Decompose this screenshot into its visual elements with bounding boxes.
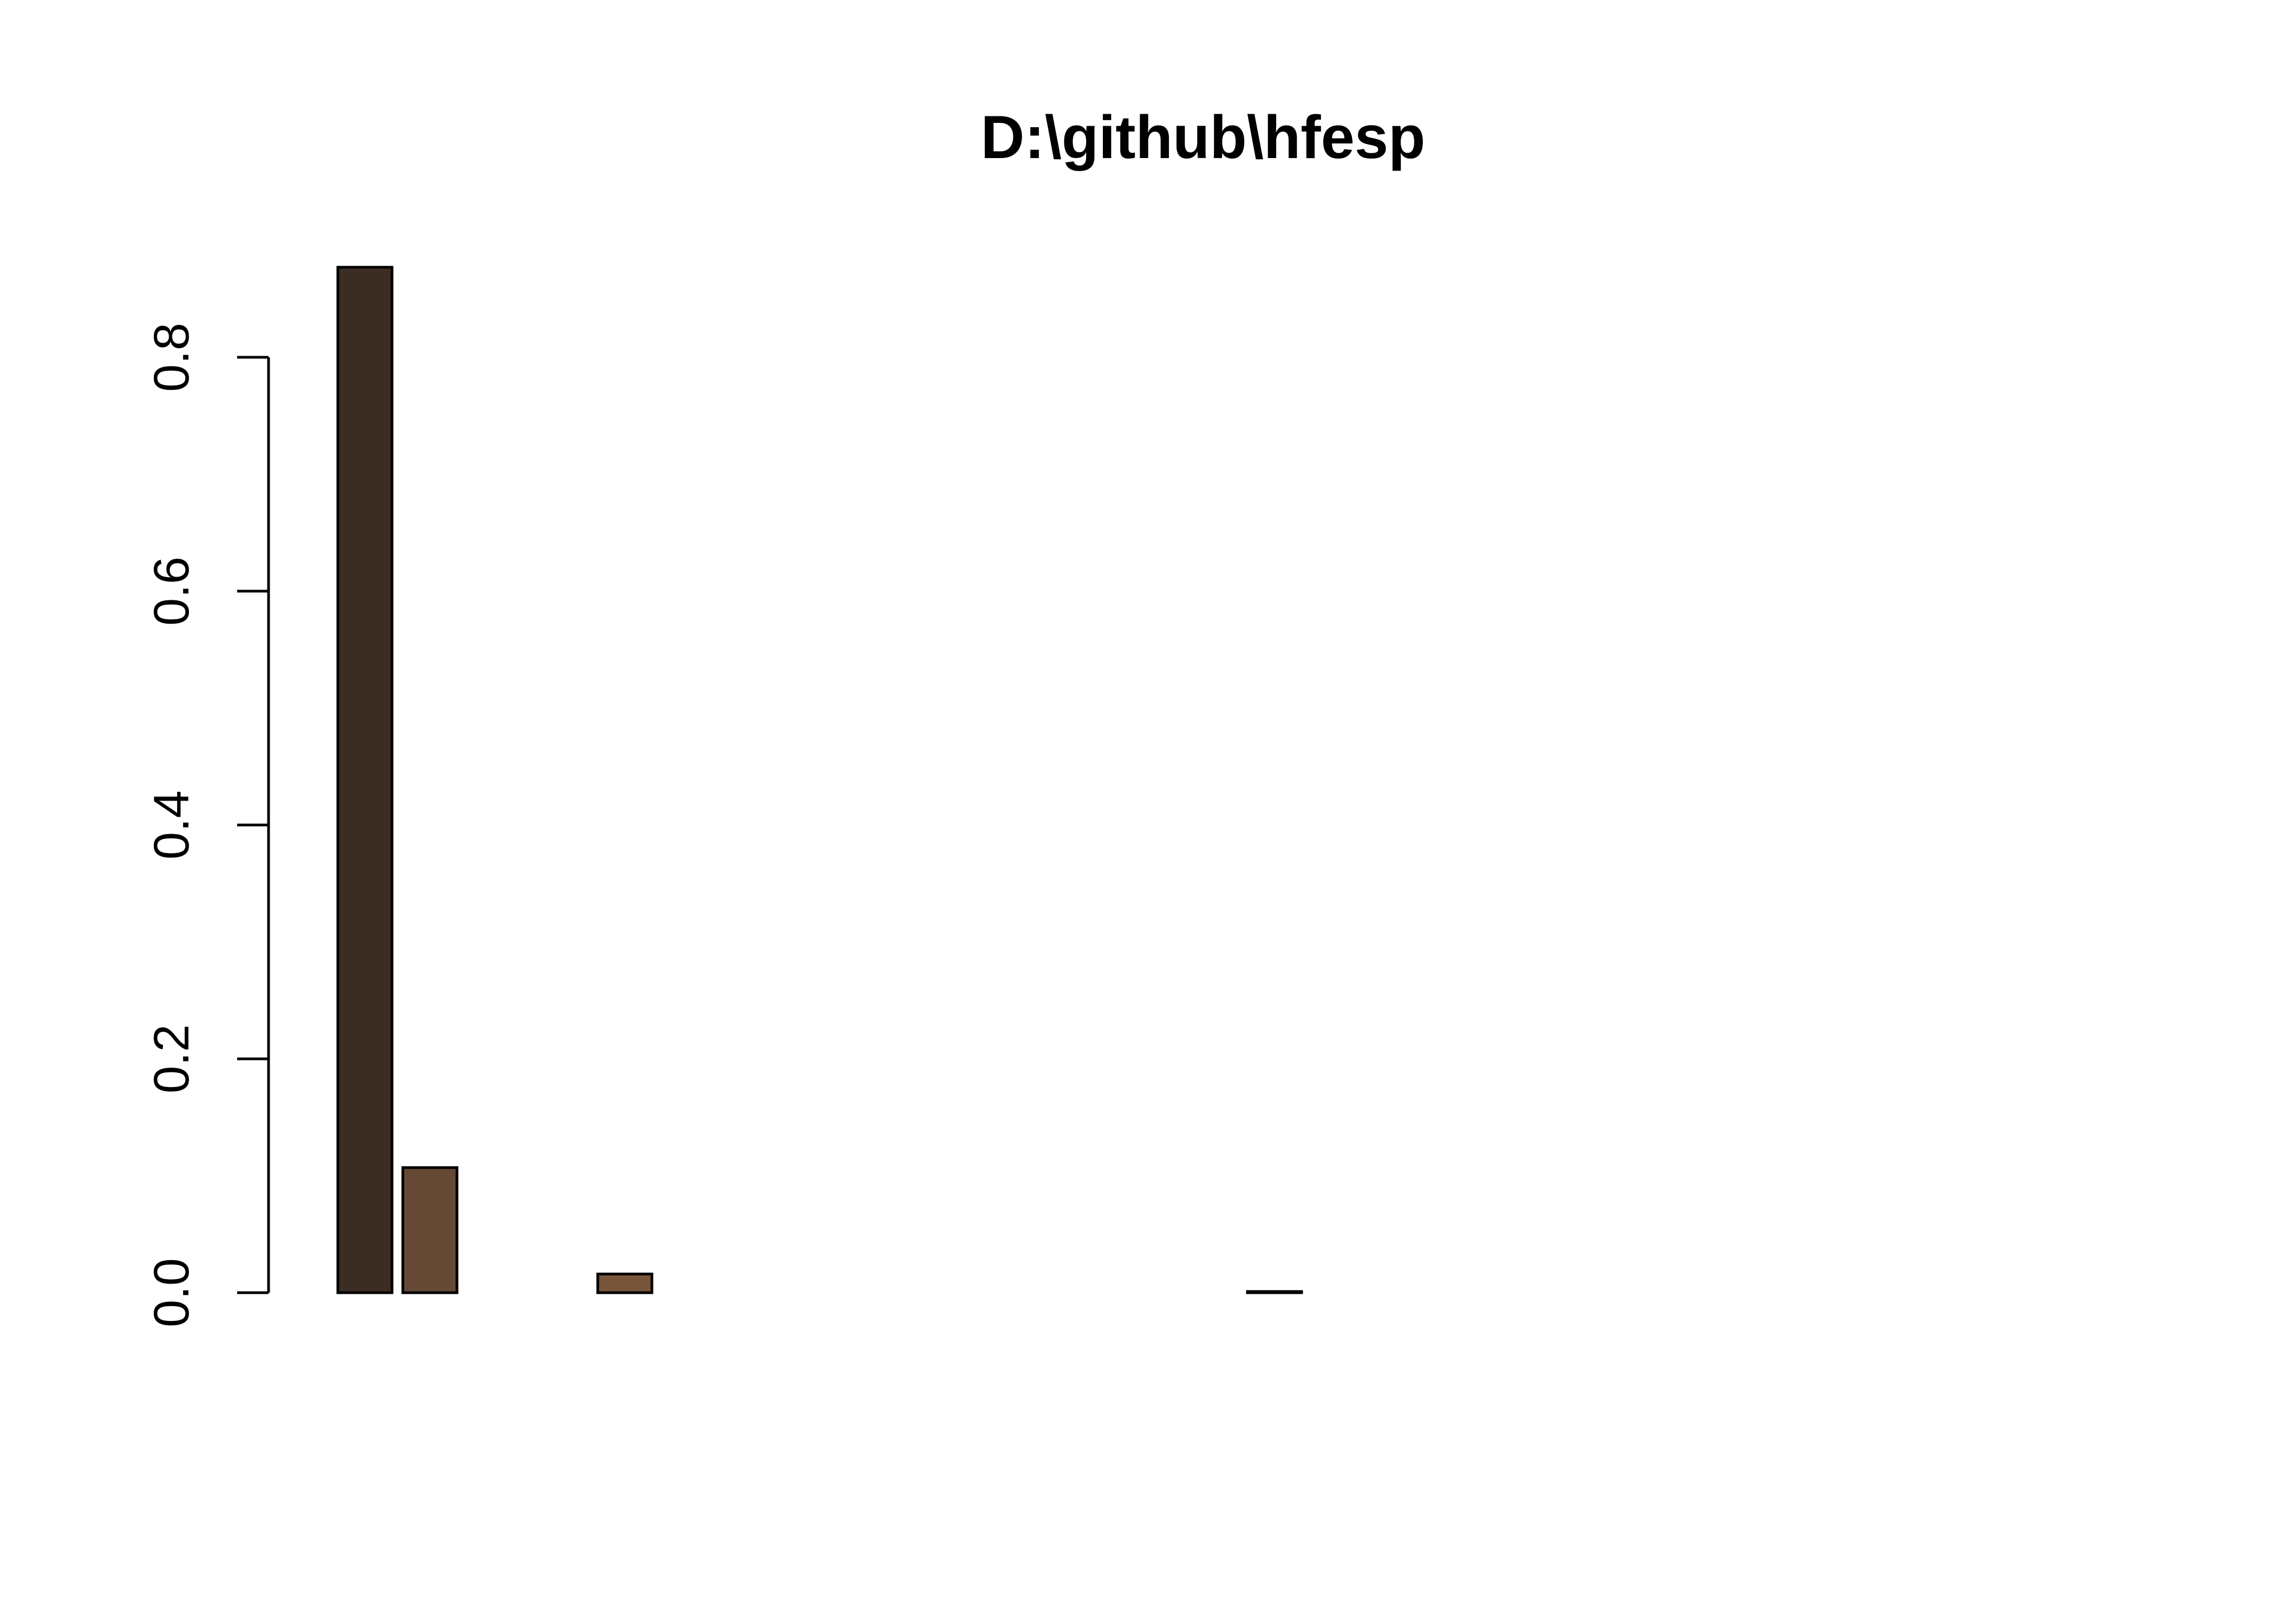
bar-2 <box>401 1166 459 1294</box>
y-tick-label: 0.6 <box>144 556 199 626</box>
bar-1 <box>336 266 394 1294</box>
chart-title: D:\github\hfesp <box>981 103 1425 171</box>
y-tick-label: 0.8 <box>144 323 199 392</box>
bar-15 <box>1246 1290 1303 1294</box>
y-tick-label: 0.4 <box>144 790 199 860</box>
y-axis: 0.0 0.2 0.4 0.6 0.8 <box>144 323 270 1327</box>
y-tick-label: 0.0 <box>144 1258 199 1327</box>
bar-5 <box>596 1272 654 1294</box>
y-tick-label: 0.2 <box>144 1024 199 1093</box>
bars <box>336 266 1303 1294</box>
